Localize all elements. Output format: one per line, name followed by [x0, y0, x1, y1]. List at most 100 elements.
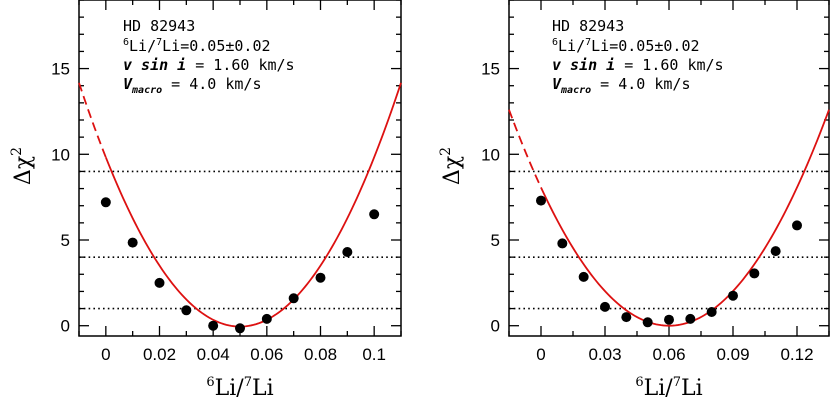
annotation-vmacro-value: = 4.0 km/s — [162, 75, 261, 93]
y-tick-label: 0 — [491, 317, 500, 336]
annotation-vmacro-value: = 4.0 km/s — [591, 75, 690, 93]
y-axis-label-main: Δχ — [440, 156, 465, 185]
data-point — [749, 268, 760, 279]
y-tick-label: 0 — [61, 317, 70, 336]
reference-lines — [79, 170, 401, 310]
x-axis-label-main: Li/ — [215, 376, 245, 400]
fit-curve — [508, 109, 830, 327]
x-tick-label: 0.06 — [250, 345, 283, 364]
x-axis-label-sup6: 6 — [635, 375, 643, 390]
x-tick-label: 0.08 — [304, 345, 337, 364]
data-points — [536, 195, 802, 328]
annotation-ratio-value: Li=0.05±0.02 — [162, 37, 270, 55]
annotation-vmacro-label: V — [123, 75, 133, 93]
annotation-vsini: v sin i = 1.60 km/s — [552, 56, 724, 74]
data-point — [288, 293, 299, 304]
y-tick-label: 10 — [481, 145, 500, 164]
x-tick-labels: 0 0.02 0.04 0.06 0.08 0.1 — [101, 345, 386, 364]
x-tick-label: 0 — [101, 345, 110, 364]
y-tick-label: 10 — [51, 145, 70, 164]
data-point — [369, 209, 380, 220]
data-point — [600, 301, 610, 312]
data-point — [261, 313, 272, 324]
y-axis-label-sup: 2 — [438, 147, 454, 156]
data-point — [792, 220, 802, 231]
annotation-ratio: 6Li/7Li=0.05±0.02 — [123, 37, 271, 55]
annotation-ratio-li: Li/ — [558, 37, 585, 55]
annotation-ratio-value: Li=0.05±0.02 — [591, 37, 699, 55]
x-axis-label-sup7: 7 — [673, 375, 681, 390]
data-point — [536, 195, 546, 206]
y-tick-label: 15 — [481, 60, 500, 79]
x-axis-label-tail: Li — [681, 376, 703, 400]
x-tick-label: 0.09 — [716, 345, 749, 364]
data-point — [706, 307, 717, 317]
data-point — [235, 323, 245, 334]
data-point — [664, 314, 674, 325]
y-axis-label: Δχ2 — [9, 147, 36, 185]
x-axis-label-tail: Li — [252, 376, 274, 400]
x-axis-label-main: Li/ — [644, 376, 674, 400]
y-axis-label: Δχ2 — [438, 147, 465, 185]
data-point — [557, 238, 568, 249]
annotation-vsini-label: v sin i — [123, 56, 186, 74]
data-point — [315, 272, 326, 283]
annotation-ratio: 6Li/7Li=0.05±0.02 — [552, 37, 700, 55]
annotation-vsini: v sin i = 1.60 km/s — [123, 56, 295, 74]
x-tick-label: 0.12 — [780, 345, 813, 364]
annotation-vsini-value: = 1.60 km/s — [186, 56, 294, 74]
x-tick-labels: 0 0.03 0.06 0.09 0.12 — [536, 345, 813, 364]
x-tick-label: 0.02 — [143, 345, 176, 364]
y-tick-label: 5 — [491, 231, 500, 250]
y-axis-label-main: Δχ — [11, 156, 36, 185]
data-point — [728, 290, 738, 301]
annotation-star: HD 82943 — [123, 17, 195, 35]
reference-lines — [509, 170, 829, 310]
fit-curve-dashed — [78, 82, 107, 158]
x-tick-label: 0 — [536, 345, 545, 364]
x-axis-label: 6Li/7Li — [206, 375, 273, 400]
data-point — [642, 317, 653, 328]
annotation-ratio-sup7: 7 — [156, 37, 162, 48]
data-point — [154, 277, 165, 288]
annotation-ratio-sup6: 6 — [123, 37, 129, 48]
y-tick-label: 5 — [61, 231, 70, 250]
annotation-vmacro: Vmacro = 4.0 km/s — [552, 75, 690, 96]
data-point — [621, 312, 632, 323]
data-point — [578, 271, 589, 282]
annotation-star: HD 82943 — [552, 17, 624, 35]
y-tick-labels: 0 5 10 15 — [51, 60, 70, 336]
tick-marks — [508, 0, 830, 336]
annotation-ratio-sup7: 7 — [585, 37, 591, 48]
data-point — [100, 197, 111, 208]
data-point — [685, 313, 696, 324]
data-point — [181, 305, 192, 316]
annotation-vmacro: Vmacro = 4.0 km/s — [123, 75, 261, 96]
annotation-vsini-label: v sin i — [552, 56, 615, 74]
x-tick-label: 0.03 — [588, 345, 621, 364]
x-axis-label-sup6: 6 — [206, 375, 214, 390]
x-tick-label: 0.1 — [362, 345, 386, 364]
data-point — [127, 237, 138, 248]
fit-curve — [78, 82, 402, 328]
y-tick-labels: 0 5 10 15 — [481, 60, 500, 336]
annotation-vmacro-label: V — [552, 75, 562, 93]
x-axis-label-sup7: 7 — [244, 375, 252, 390]
y-axis-label-sup: 2 — [9, 147, 25, 156]
x-tick-label: 0.04 — [197, 345, 230, 364]
fit-curve-solid — [104, 82, 402, 328]
data-point — [342, 247, 353, 257]
fit-curve-dashed — [508, 109, 542, 188]
x-axis-label: 6Li/7Li — [635, 375, 702, 400]
annotation-vmacro-sub: macro — [131, 85, 162, 96]
data-point — [208, 320, 219, 331]
x-tick-label: 0.06 — [652, 345, 685, 364]
data-points — [100, 197, 380, 334]
annotation-ratio-li: Li/ — [129, 37, 156, 55]
fit-curve-solid — [540, 109, 830, 327]
annotation-vsini-value: = 1.60 km/s — [615, 56, 723, 74]
y-tick-label: 15 — [51, 60, 70, 79]
